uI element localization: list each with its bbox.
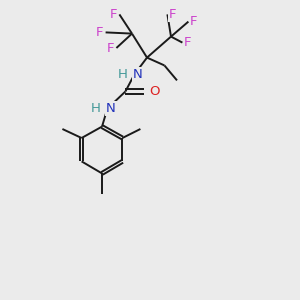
Text: F: F [106, 41, 114, 55]
Text: H: H [118, 68, 128, 81]
Text: F: F [96, 26, 103, 39]
Text: F: F [190, 15, 197, 28]
Text: N: N [106, 102, 116, 115]
Text: N: N [133, 68, 143, 81]
Text: F: F [110, 8, 117, 21]
Text: H: H [91, 102, 101, 115]
Text: F: F [184, 36, 191, 49]
Text: F: F [169, 8, 176, 21]
Text: O: O [149, 85, 160, 98]
